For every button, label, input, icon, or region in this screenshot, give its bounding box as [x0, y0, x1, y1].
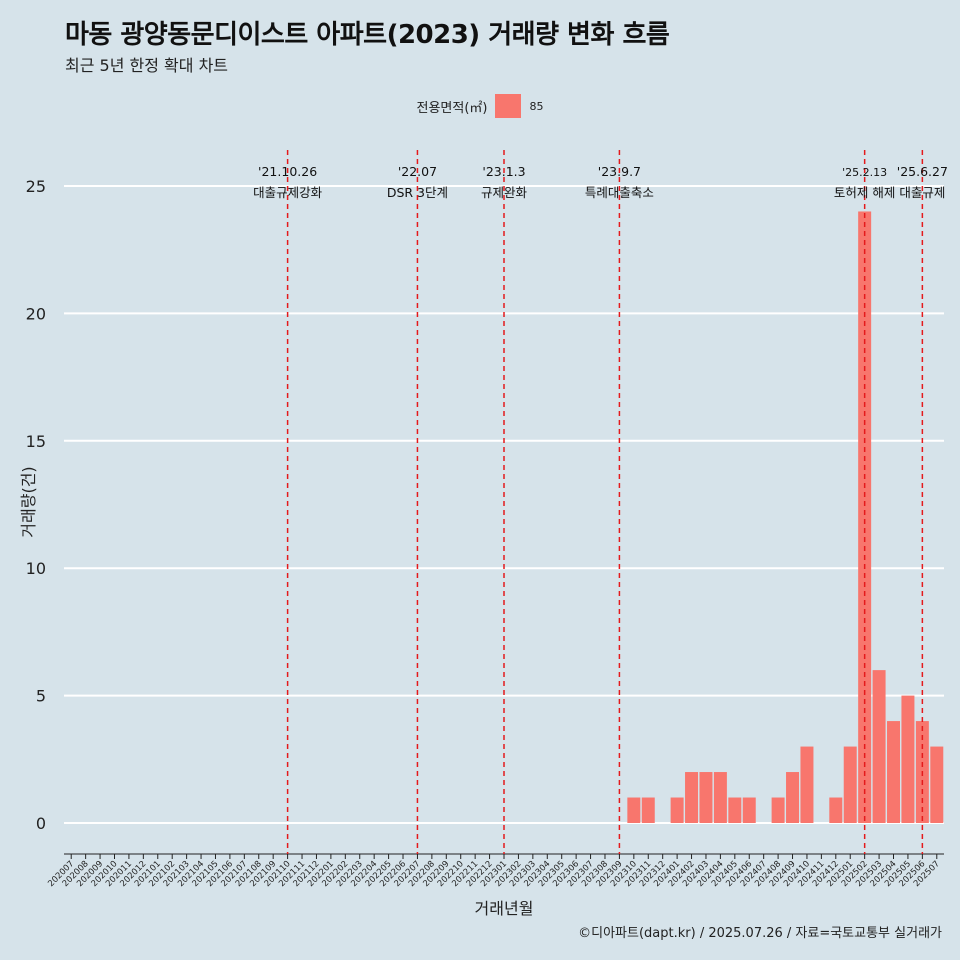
event-date-label: '25.6.27 [897, 164, 948, 179]
bar [872, 670, 886, 823]
chart-title: 마동 광양동문디이스트 아파트(2023) 거래량 변화 흐름 [65, 20, 670, 50]
event-name-label: 규제완화 [481, 185, 528, 200]
bar [843, 746, 857, 823]
bar [829, 797, 843, 823]
y-tick-label: 0 [36, 814, 46, 833]
source-caption: ©디아파트(dapt.kr) / 2025.07.26 / 자료=국토교통부 실… [578, 926, 942, 941]
bar [699, 772, 713, 823]
bar [627, 797, 641, 823]
chart-subtitle: 최근 5년 한정 확대 차트 [65, 56, 229, 75]
bar [670, 797, 684, 823]
event-name-label: 특례대출축소 [585, 185, 654, 200]
bar [713, 772, 727, 823]
event-name-label: 대출규제강화 [253, 185, 323, 200]
event-date-label: '25.2.13 [842, 166, 887, 179]
bar [887, 721, 900, 823]
y-tick-label: 15 [26, 432, 46, 451]
bar [858, 211, 872, 824]
event-date-label: '22.07 [398, 164, 437, 179]
event-date-label: '23.1.3 [482, 164, 525, 179]
bar [771, 797, 785, 823]
x-axis-title: 거래년월 [475, 899, 534, 918]
legend: 전용면적(㎡) 85 [0, 94, 960, 118]
event-name-label: 토허제 해제 [834, 185, 895, 200]
y-tick-label: 25 [26, 177, 46, 196]
bar [742, 797, 756, 823]
bar [800, 746, 814, 823]
y-tick-label: 5 [36, 687, 46, 706]
legend-swatch [495, 94, 522, 118]
y-axis-title: 거래량(건) [19, 466, 38, 537]
bar [786, 772, 800, 823]
bar [728, 797, 742, 823]
legend-label: 85 [529, 99, 544, 113]
event-date-label: '21.10.26 [258, 164, 317, 179]
event-date-label: '23.9.7 [598, 164, 641, 179]
bar [930, 746, 944, 823]
legend-title: 전용면적(㎡) [416, 100, 488, 116]
bar [901, 695, 915, 823]
bar [685, 772, 699, 823]
bar [641, 797, 655, 823]
y-tick-label: 20 [26, 304, 46, 323]
event-name-label: DSR 3단계 [387, 185, 448, 200]
event-name-label: 대출규제 [899, 185, 945, 200]
y-tick-label: 10 [26, 559, 46, 578]
